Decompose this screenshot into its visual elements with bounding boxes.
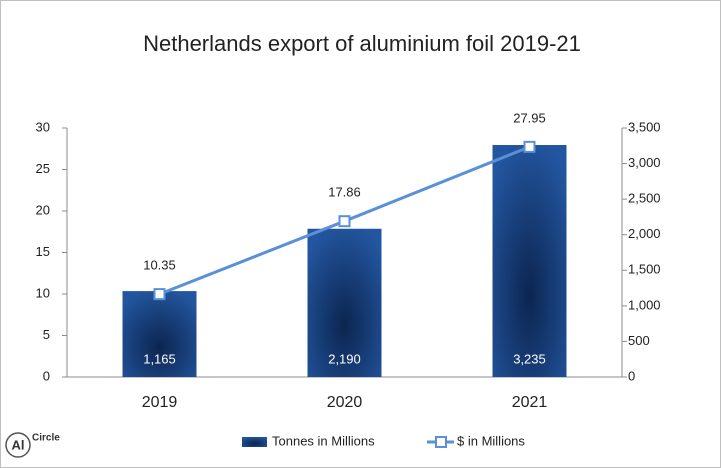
data-label: 2,190 [328, 351, 361, 366]
y-tick-label: 0 [43, 368, 50, 383]
data-label: 1,165 [143, 351, 176, 366]
y2-tick-label: 0 [628, 368, 635, 383]
logo-text: Circle [32, 433, 60, 444]
bar [307, 228, 382, 377]
line-marker [523, 140, 536, 153]
data-label: 10.35 [143, 258, 176, 273]
y2-tick-label: 3,000 [628, 155, 661, 170]
legend-label: Tonnes in Millions [272, 433, 375, 448]
data-label: 27.95 [513, 110, 546, 125]
y2-tick-label: 2,000 [628, 226, 661, 241]
y2-tick-label: 3,500 [628, 119, 661, 134]
logo: Al Circle [5, 432, 60, 458]
line-marker [153, 288, 166, 301]
y-tick-label: 15 [36, 244, 50, 259]
legend-marker [435, 436, 447, 448]
data-label: 3,235 [513, 351, 546, 366]
y-tick-label: 30 [36, 119, 50, 134]
y-tick-label: 25 [36, 161, 50, 176]
data-label: 17.86 [328, 185, 361, 200]
logo-ring [5, 432, 31, 458]
x-tick-label: 2020 [327, 394, 363, 411]
chart-title: Netherlands export of aluminium foil 201… [143, 31, 581, 56]
x-tick-label: 2019 [142, 394, 178, 411]
line-marker [338, 215, 351, 228]
y-tick-label: 10 [36, 285, 50, 300]
legend-label: $ in Millions [457, 433, 525, 448]
y-tick-label: 5 [43, 327, 50, 342]
y2-tick-label: 2,500 [628, 191, 661, 206]
bar [122, 291, 197, 377]
y2-tick-label: 1,500 [628, 262, 661, 277]
y-tick-label: 20 [36, 202, 50, 217]
x-tick-label: 2021 [512, 394, 548, 411]
y2-tick-label: 500 [628, 333, 650, 348]
legend-swatch [242, 437, 267, 447]
y2-tick-label: 1,000 [628, 297, 661, 312]
bar [492, 145, 567, 377]
logo-symbol: Al [12, 437, 25, 452]
